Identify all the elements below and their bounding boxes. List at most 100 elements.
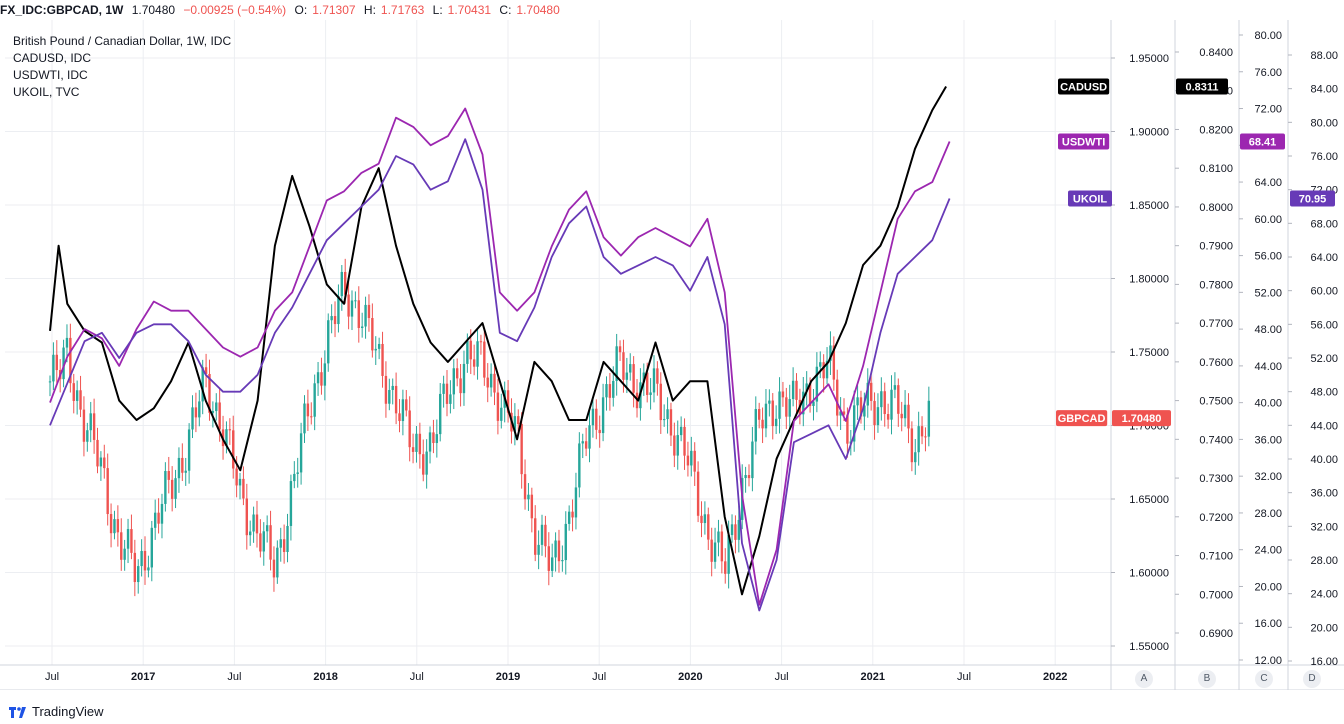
candle-body xyxy=(279,539,282,548)
candle-body xyxy=(622,352,625,380)
candle-body xyxy=(781,391,785,398)
candle-body xyxy=(713,542,717,562)
candle-body xyxy=(513,416,517,432)
candle-body xyxy=(398,413,401,422)
candle-body xyxy=(255,514,259,534)
series-name-tag: CADUSD xyxy=(1060,81,1107,93)
symbol-name[interactable]: FX_IDC:GBPCAD, 1W xyxy=(0,3,124,17)
candle-body xyxy=(72,383,75,401)
candle-body xyxy=(615,346,618,381)
candle-body xyxy=(869,382,873,401)
candle-body xyxy=(242,478,245,499)
axis-tick-label: 16.00 xyxy=(1310,656,1338,668)
price-chart[interactable]: 1.950001.900001.850001.800001.750001.700… xyxy=(0,20,1344,690)
series-value-tag: 68.41 xyxy=(1249,137,1277,149)
candle-body xyxy=(554,540,557,558)
axis-tick-label: 40.00 xyxy=(1310,454,1338,466)
candle-body xyxy=(591,408,595,426)
candle-body xyxy=(140,550,143,567)
low-label: L: xyxy=(432,3,443,17)
last-price: 1.70480 xyxy=(131,3,176,17)
candle-body xyxy=(625,372,629,380)
scale-button-d[interactable]: D xyxy=(1303,670,1321,688)
x-tick-label: 2022 xyxy=(1043,671,1067,683)
price-change: −0.00925 (−0.54%) xyxy=(183,3,287,17)
axis-tick-label: 1.75000 xyxy=(1129,347,1169,359)
candle-body xyxy=(323,363,327,386)
candle-body xyxy=(486,377,489,388)
candle-body xyxy=(269,525,272,560)
axis-tick-label: 0.8400 xyxy=(1199,47,1233,59)
candle-body xyxy=(808,383,812,406)
close-value: 1.70480 xyxy=(516,3,560,17)
candle-body xyxy=(150,527,153,568)
candle-body xyxy=(340,271,344,297)
scale-button-b[interactable]: B xyxy=(1198,670,1216,688)
candle-body xyxy=(483,341,486,378)
candle-body xyxy=(330,316,333,321)
scale-button-a[interactable]: A xyxy=(1135,670,1153,688)
scale-button-c[interactable]: C xyxy=(1255,670,1273,688)
candle-body xyxy=(65,337,69,348)
candle-body xyxy=(218,402,221,430)
candle-body xyxy=(371,318,374,351)
candle-body xyxy=(788,399,791,417)
candle-body xyxy=(137,566,140,583)
candle-body xyxy=(588,425,591,449)
candle-body xyxy=(540,524,544,545)
candle-body xyxy=(143,550,147,571)
axis-a-ticks: 1.950001.900001.850001.800001.750001.700… xyxy=(1111,53,1169,653)
axis-tick-label: 0.7100 xyxy=(1199,551,1233,563)
candle-body xyxy=(886,414,890,420)
axis-tick-label: 28.00 xyxy=(1310,555,1338,567)
candle-body xyxy=(174,478,177,499)
candle-body xyxy=(377,343,381,349)
candle-body xyxy=(757,409,761,420)
axis-tick-label: 64.00 xyxy=(1310,252,1338,264)
candle-body xyxy=(103,457,106,469)
series-line-usdwti xyxy=(49,107,951,606)
candle-body xyxy=(686,455,690,466)
series-cadusd xyxy=(49,85,947,596)
series-gbpcad xyxy=(48,258,931,597)
legend-ukoil[interactable]: UKOIL, TVC xyxy=(13,85,80,99)
candle-body xyxy=(666,409,669,420)
candle-body xyxy=(506,390,510,413)
candle-body xyxy=(493,373,496,393)
candle-body xyxy=(730,524,734,536)
x-tick-label: 2017 xyxy=(131,671,155,683)
tradingview-brand[interactable]: TradingView xyxy=(32,704,104,719)
candle-body xyxy=(778,391,781,419)
candle-body xyxy=(693,450,696,472)
tradingview-logo-icon[interactable] xyxy=(8,705,28,719)
candle-body xyxy=(564,523,567,561)
legend-cadusd[interactable]: CADUSD, IDC xyxy=(13,51,92,65)
axis-tick-label: 36.00 xyxy=(1254,434,1282,446)
candle-body xyxy=(662,419,666,421)
series-value-tag-bg xyxy=(1112,410,1171,427)
candle-body xyxy=(472,359,476,367)
axis-tick-label: 0.7300 xyxy=(1199,473,1233,485)
candle-body xyxy=(235,468,238,486)
x-tick-label: 2019 xyxy=(496,671,520,683)
candle-body xyxy=(581,441,584,444)
axis-tick-label: 0.7900 xyxy=(1199,241,1233,253)
candle-body xyxy=(544,524,547,547)
high-value: 1.71763 xyxy=(380,3,425,17)
candle-body xyxy=(646,372,649,395)
candle-body xyxy=(170,479,174,499)
axis-tick-label: 84.00 xyxy=(1310,84,1338,96)
candle-body xyxy=(720,531,724,562)
candle-body xyxy=(917,426,920,453)
legend-usdwti[interactable]: USDWTI, IDC xyxy=(13,68,88,82)
candle-body xyxy=(333,316,337,325)
candle-body xyxy=(347,294,350,317)
legend-main-series[interactable]: British Pound / Canadian Dollar, 1W, IDC xyxy=(13,34,232,48)
footer: TradingView xyxy=(0,700,1344,724)
candle-body xyxy=(204,367,208,375)
candle-body xyxy=(360,326,364,328)
candle-body xyxy=(754,409,757,442)
candle-body xyxy=(303,403,306,434)
candle-body xyxy=(245,498,249,536)
candle-body xyxy=(248,531,252,536)
